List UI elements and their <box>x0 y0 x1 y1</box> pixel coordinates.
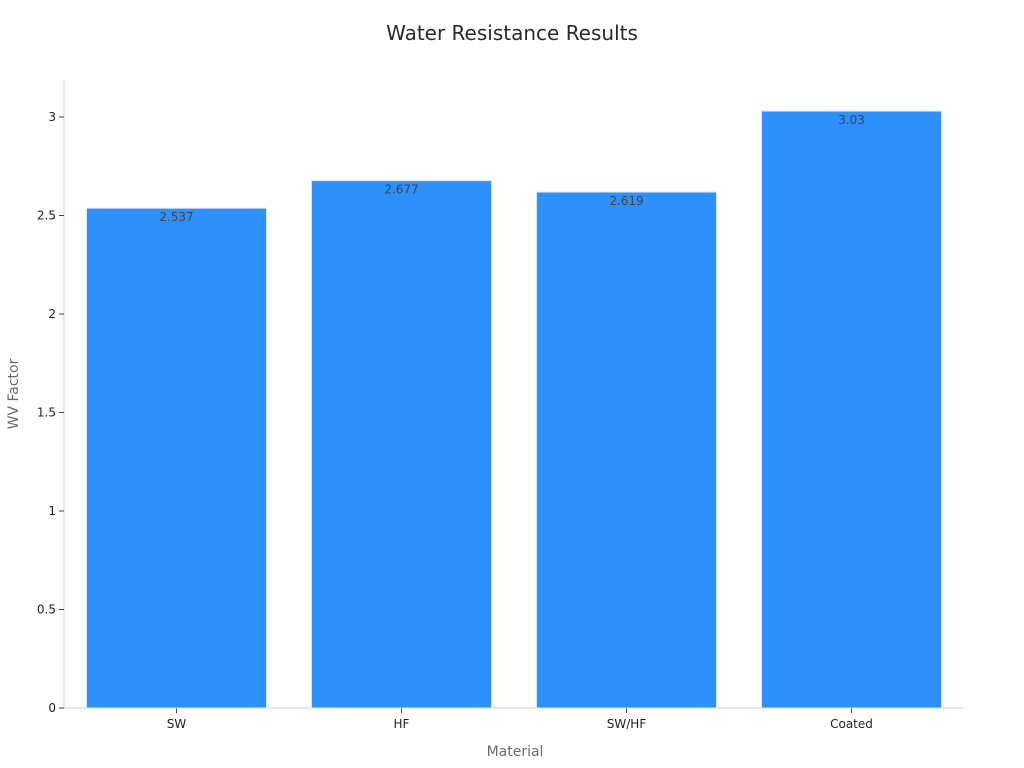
x-tick-label: HF <box>394 717 410 731</box>
y-tick-label: 3 <box>48 110 56 124</box>
y-tick-label: 2 <box>48 307 56 321</box>
y-axis-title: WV Factor <box>6 358 22 429</box>
bars-group <box>86 110 942 709</box>
y-tick-label: 1 <box>48 504 56 518</box>
chart-title: Water Resistance Results <box>386 21 638 45</box>
data-label: 2.537 <box>159 210 193 224</box>
bar-coated[interactable] <box>761 110 942 709</box>
bar-hf[interactable] <box>311 180 492 709</box>
y-axis: 0 0.5 1 1.5 2 2.5 3 <box>37 80 65 715</box>
x-axis-title: Material <box>487 744 544 760</box>
y-tick-label: 2.5 <box>37 209 56 223</box>
bar-sw-hf[interactable] <box>536 191 717 709</box>
data-label: 2.619 <box>609 194 643 208</box>
x-axis: SW HF SW/HF Coated <box>64 707 964 731</box>
x-tick-label: SW/HF <box>607 717 647 731</box>
x-tick-label: Coated <box>830 717 873 731</box>
bar-sw[interactable] <box>86 207 267 709</box>
data-labels-group: 2.537 2.677 2.619 3.03 <box>159 113 865 224</box>
y-tick-label: 1.5 <box>37 406 56 420</box>
y-tick-label: 0.5 <box>37 603 56 617</box>
data-label: 2.677 <box>384 183 418 197</box>
x-tick-label: SW <box>167 717 187 731</box>
y-tick-label: 0 <box>48 701 56 715</box>
data-label: 3.03 <box>838 113 865 127</box>
